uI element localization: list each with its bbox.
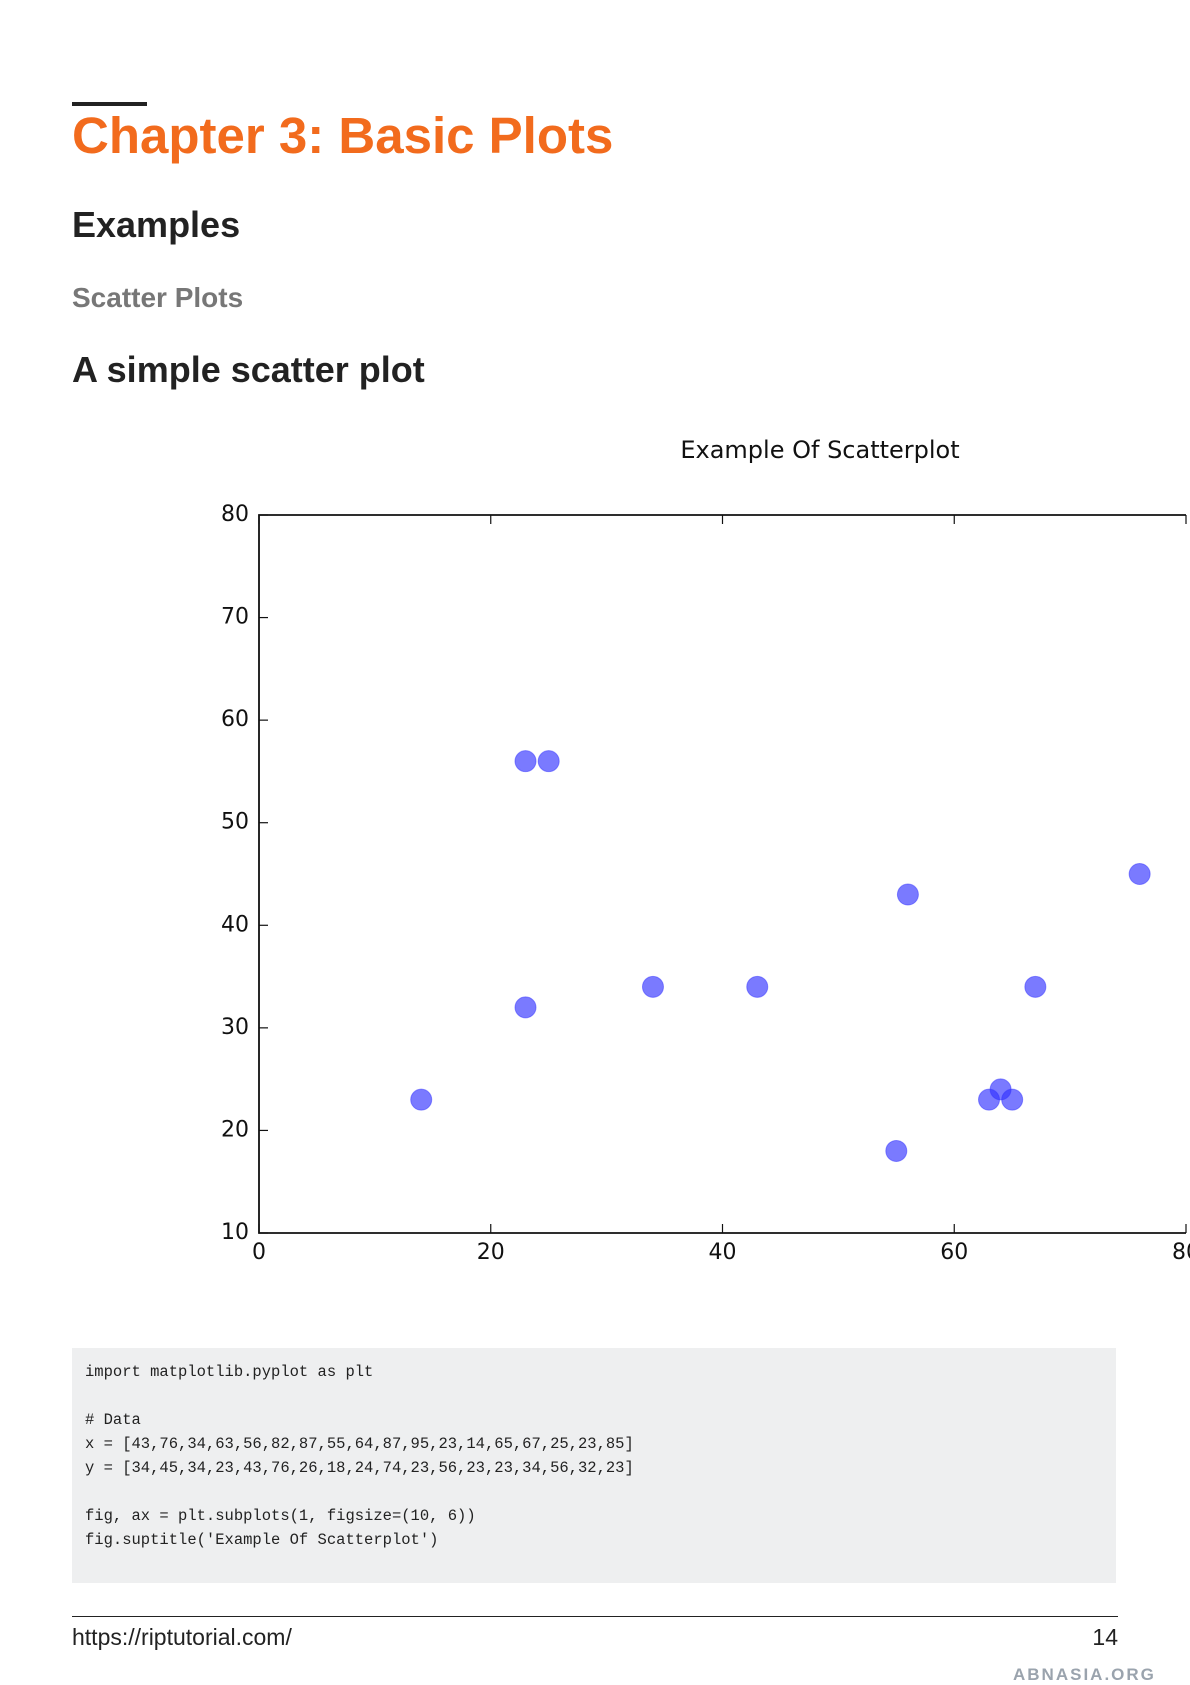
page-number: 14 [1092, 1624, 1118, 1650]
point [1024, 975, 1047, 998]
point [1001, 1088, 1024, 1111]
y-tick-label: 50 [221, 810, 249, 835]
footer-url: https://riptutorial.com/ [72, 1624, 292, 1650]
chart: Example Of Scatterplot 10 20 30 40 50 60 70 80 0… [221, 436, 1190, 1265]
x-tick-label: 0 [252, 1240, 266, 1265]
y-tick-label: 40 [221, 912, 249, 937]
point [537, 750, 560, 773]
example-heading: A simple scatter plot [72, 349, 425, 390]
point [410, 1088, 433, 1111]
y-tick-label: 10 [221, 1220, 249, 1245]
y-tick-label: 70 [221, 605, 249, 630]
point [514, 996, 537, 1019]
point [896, 883, 919, 906]
chapter-title: Chapter 3: Basic Plots [72, 107, 614, 164]
y-tick-label: 60 [221, 707, 249, 732]
y-tick-label: 80 [221, 502, 249, 527]
point [514, 750, 537, 773]
point [1128, 863, 1151, 885]
y-tick-label: 20 [221, 1117, 249, 1142]
subsection-heading: Scatter Plots [72, 282, 244, 313]
x-tick-label: 80 [1172, 1240, 1190, 1265]
section-heading: Examples [72, 204, 241, 245]
x-tick-label: 60 [940, 1240, 968, 1265]
chart-title: Example Of Scatterplot [680, 436, 959, 464]
point [885, 1139, 908, 1162]
y-tick-label: 30 [221, 1015, 249, 1040]
x-tick-label: 40 [709, 1240, 737, 1265]
plot-frame [258, 514, 1186, 1234]
footer-rule [72, 1616, 1118, 1617]
code-block: import matplotlib.pyplot as plt # Data x… [72, 1348, 1116, 1583]
chapter-rule [72, 102, 147, 106]
watermark: ABNASIA.ORG [1013, 1665, 1156, 1684]
point [641, 975, 664, 998]
point [746, 975, 769, 998]
x-tick-label: 20 [477, 1240, 505, 1265]
